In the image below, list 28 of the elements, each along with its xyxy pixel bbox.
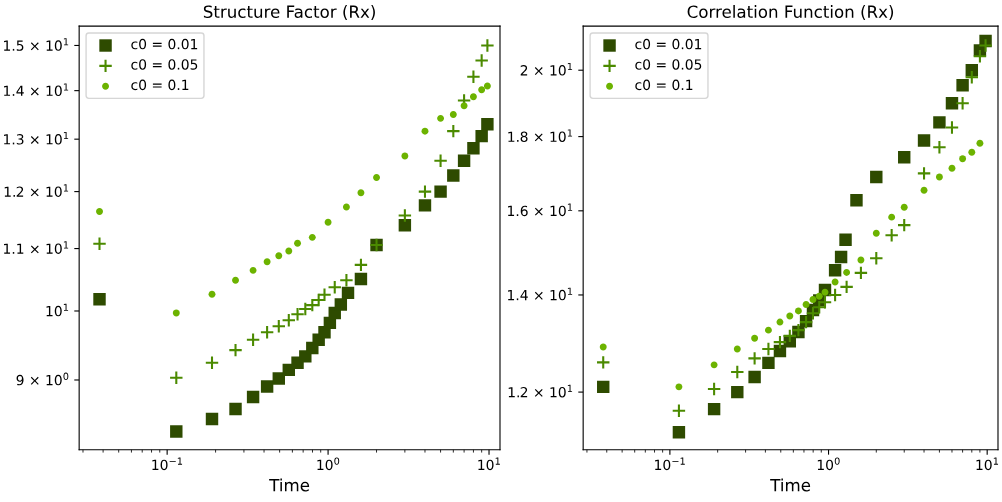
y-tick-label: 1.4 × 10$^{1}$ xyxy=(4,83,69,97)
y-tick-label: 2 × 10$^{1}$ xyxy=(520,62,573,76)
chart-title: Correlation Function (Rx) xyxy=(687,5,894,20)
x-tick-label: 10$^{1}$ xyxy=(976,457,999,471)
x-tick-label: 10$^{0}$ xyxy=(317,457,340,471)
y-tick-label: 10$^{1}$ xyxy=(46,303,69,317)
legend-label: c0 = 0.1 xyxy=(635,79,693,91)
legend-label: c0 = 0.1 xyxy=(131,79,189,91)
y-tick-label: 1.1 × 10$^{1}$ xyxy=(4,241,69,254)
y-tick-label: 1.2 × 10$^{1}$ xyxy=(4,184,69,197)
x-tick-label: 10$^{−1}$ xyxy=(152,457,183,471)
y-tick-label: 1.2 × 10$^{1}$ xyxy=(508,384,573,398)
legend-label: c0 = 0.05 xyxy=(131,59,198,70)
legend-label: c0 = 0.01 xyxy=(635,38,702,50)
y-tick-label: 1.8 × 10$^{1}$ xyxy=(508,129,573,142)
y-tick-label: 1.3 × 10$^{1}$ xyxy=(4,131,69,145)
x-tick-label: 10$^{1}$ xyxy=(478,457,500,471)
chart-title: Structure Factor (Rx) xyxy=(203,5,375,20)
y-tick-label: 1.5 × 10$^{1}$ xyxy=(4,38,69,51)
y-tick-label: 1.4 × 10$^{1}$ xyxy=(508,287,573,301)
x-axis-title: Time xyxy=(269,478,310,492)
x-tick-label: 10$^{−1}$ xyxy=(655,457,685,471)
legend-label: c0 = 0.01 xyxy=(131,38,198,50)
x-tick-label: 10$^{0}$ xyxy=(817,457,840,471)
x-axis-title: Time xyxy=(770,478,811,492)
y-tick-label: 1.6 × 10$^{1}$ xyxy=(508,203,573,217)
legend-label: c0 = 0.05 xyxy=(635,59,702,70)
y-tick-label: 9 × 10$^{0}$ xyxy=(16,372,69,386)
